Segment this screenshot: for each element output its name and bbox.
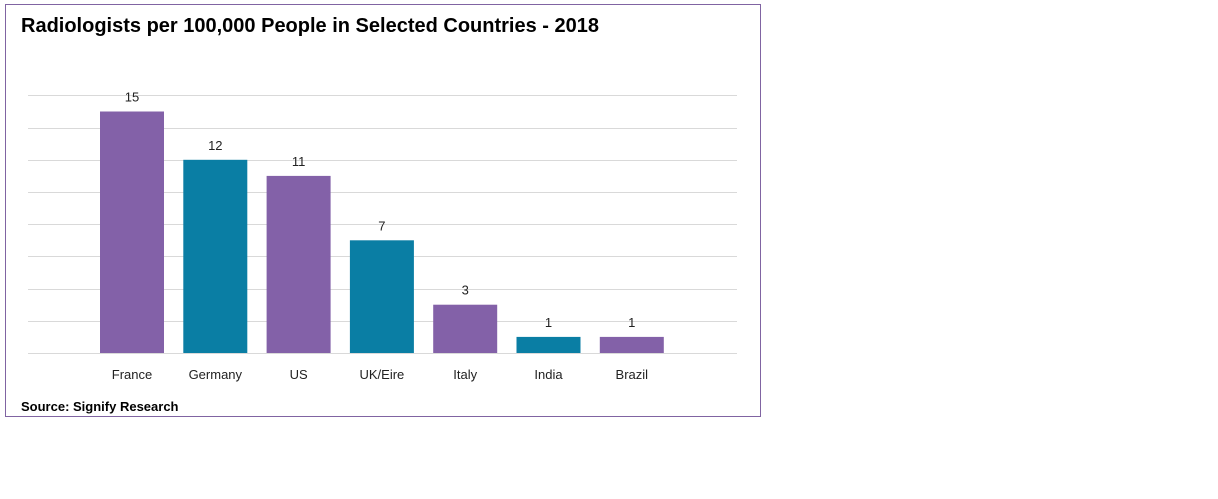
data-label: 12 xyxy=(208,138,222,153)
bar-germany xyxy=(183,159,248,353)
x-tick-label: France xyxy=(112,367,152,382)
chart-source: Source: Signify Research xyxy=(21,399,179,414)
bar-chart: 15 France 12 Germany 11 US 7 UK/Eire 3 Italy 1 Indi… xyxy=(28,90,737,382)
x-tick-label: US xyxy=(290,367,308,382)
x-tick-label: India xyxy=(534,367,563,382)
data-label: 3 xyxy=(462,283,469,298)
data-label: 7 xyxy=(378,218,385,233)
data-label: 11 xyxy=(292,154,306,169)
bar-uk-eire xyxy=(349,240,414,353)
bar-brazil xyxy=(599,336,664,353)
bar-italy xyxy=(433,304,498,353)
chart-title: Radiologists per 100,000 People in Selec… xyxy=(21,15,599,37)
bar-us xyxy=(266,175,331,353)
x-tick-label: Germany xyxy=(189,367,243,382)
x-tick-label: UK/Eire xyxy=(360,367,405,382)
data-label: 1 xyxy=(545,315,552,330)
x-tick-label: Italy xyxy=(453,367,477,382)
chart-frame: Radiologists per 100,000 People in Selec… xyxy=(5,4,761,417)
bar-india xyxy=(516,336,581,353)
bar-france xyxy=(100,111,164,353)
data-label: 15 xyxy=(125,90,139,105)
x-tick-label: Brazil xyxy=(616,367,649,382)
data-label: 1 xyxy=(628,315,635,330)
